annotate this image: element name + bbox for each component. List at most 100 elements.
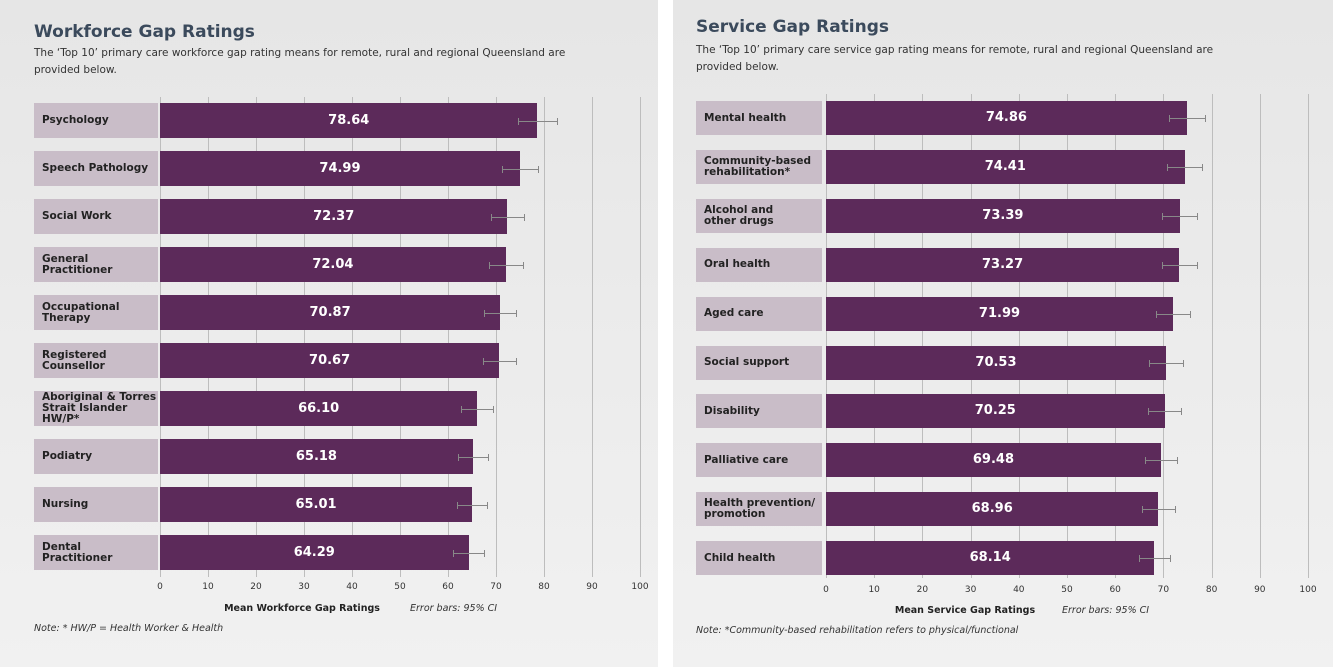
error-cap bbox=[461, 405, 463, 413]
value-label: 66.10 bbox=[298, 400, 340, 416]
error-cap bbox=[556, 117, 558, 125]
error-cap bbox=[516, 309, 518, 317]
bar bbox=[160, 103, 538, 138]
category-label: Registered Counsellor bbox=[34, 343, 158, 378]
grid-line bbox=[1067, 94, 1068, 578]
error-cap bbox=[518, 117, 520, 125]
x-tick-label: 80 bbox=[1205, 585, 1218, 595]
category-label: Disability bbox=[696, 394, 822, 429]
category-label: Community-based rehabilitation* bbox=[696, 149, 822, 184]
x-tick-label: 30 bbox=[298, 582, 310, 592]
category-label: Aged care bbox=[696, 296, 822, 331]
error-bar bbox=[457, 456, 489, 458]
error-cap bbox=[482, 357, 484, 365]
value-label: 68.14 bbox=[969, 550, 1011, 566]
error-bar bbox=[1156, 313, 1190, 315]
error-bar bbox=[490, 216, 525, 218]
value-label: 74.41 bbox=[984, 158, 1026, 174]
grid-line bbox=[640, 97, 641, 577]
bar bbox=[826, 247, 1180, 282]
grid-line bbox=[1115, 94, 1117, 578]
error-cap bbox=[1204, 115, 1206, 122]
bar bbox=[160, 535, 469, 570]
category-label: Psychology bbox=[34, 103, 158, 138]
x-tick-label: 50 bbox=[1061, 585, 1073, 595]
error-cap bbox=[490, 213, 492, 221]
error-cap bbox=[1176, 457, 1178, 465]
error-cap bbox=[493, 405, 495, 413]
bar bbox=[160, 247, 506, 282]
error-cap bbox=[1170, 555, 1172, 563]
bar bbox=[826, 198, 1180, 233]
bar bbox=[826, 101, 1187, 135]
x-tick-label: 0 bbox=[823, 585, 829, 595]
bar bbox=[826, 541, 1155, 576]
category-label: Health prevention/ promotion bbox=[696, 492, 822, 527]
error-cap bbox=[457, 453, 459, 461]
x-tick-label: 30 bbox=[964, 585, 977, 595]
x-tick-label: 0 bbox=[157, 582, 163, 592]
error-bar bbox=[1138, 558, 1171, 560]
category-label: Alcohol and other drugs bbox=[696, 198, 822, 233]
value-label: 71.99 bbox=[978, 305, 1021, 321]
error-bar-note: Error bars: 95% CI bbox=[410, 603, 498, 614]
value-label: 65.18 bbox=[295, 448, 337, 464]
x-tick-label: 90 bbox=[586, 582, 598, 592]
category-label: Palliative care bbox=[696, 443, 822, 478]
bar bbox=[160, 151, 520, 186]
x-tick-label: 20 bbox=[916, 585, 929, 595]
category-label: Nursing bbox=[34, 487, 158, 522]
error-cap bbox=[1168, 115, 1170, 122]
category-label: Social support bbox=[696, 345, 822, 380]
x-tick-label: 40 bbox=[1013, 585, 1025, 595]
grid-line bbox=[1018, 94, 1020, 578]
error-bar bbox=[1144, 460, 1177, 462]
value-label: 65.01 bbox=[295, 496, 337, 512]
x-tick-label: 40 bbox=[346, 582, 358, 592]
error-cap bbox=[537, 165, 539, 173]
grid-line bbox=[592, 97, 593, 577]
chart-title: Service Gap Ratings bbox=[696, 17, 890, 37]
error-cap bbox=[483, 549, 485, 557]
error-bar bbox=[483, 312, 517, 314]
category-label: Podiatry bbox=[34, 439, 158, 474]
error-cap bbox=[1161, 261, 1163, 269]
grid-line bbox=[208, 97, 209, 577]
chart-subtitle: The ‘Top 10’ primary care service gap ra… bbox=[696, 44, 1214, 73]
error-cap bbox=[1197, 212, 1199, 220]
error-bar-note: Error bars: 95% CI bbox=[1062, 605, 1150, 616]
bar bbox=[160, 295, 501, 330]
grid-line bbox=[1211, 94, 1213, 578]
error-bar bbox=[482, 360, 516, 362]
x-tick-label: 100 bbox=[631, 582, 649, 592]
value-label: 73.39 bbox=[982, 207, 1024, 223]
grid-line bbox=[874, 94, 876, 578]
grid-line bbox=[352, 97, 353, 577]
bar bbox=[160, 439, 473, 474]
x-tick-label: 70 bbox=[1157, 585, 1170, 595]
error-cap bbox=[488, 453, 490, 461]
value-label: 70.25 bbox=[974, 403, 1016, 419]
bar bbox=[160, 391, 478, 426]
grid-line bbox=[1163, 94, 1165, 578]
error-cap bbox=[488, 261, 490, 269]
value-label: 78.64 bbox=[328, 112, 370, 128]
category-label: Speech Pathology bbox=[34, 151, 158, 186]
bar bbox=[826, 443, 1161, 478]
error-bar bbox=[488, 264, 523, 266]
error-cap bbox=[1141, 506, 1143, 514]
error-cap bbox=[1138, 555, 1140, 563]
error-bar bbox=[1161, 264, 1197, 266]
x-axis-label: Mean Workforce Gap Ratings bbox=[224, 603, 380, 614]
grid-line bbox=[256, 97, 257, 577]
bar bbox=[826, 149, 1185, 184]
error-cap bbox=[1182, 359, 1184, 367]
error-cap bbox=[483, 309, 485, 317]
bar bbox=[160, 487, 473, 522]
error-cap bbox=[487, 501, 489, 509]
x-tick-label: 90 bbox=[1254, 585, 1266, 595]
error-cap bbox=[522, 261, 524, 269]
grid-line bbox=[400, 97, 401, 577]
error-cap bbox=[502, 165, 504, 173]
x-tick-label: 60 bbox=[1109, 585, 1121, 595]
